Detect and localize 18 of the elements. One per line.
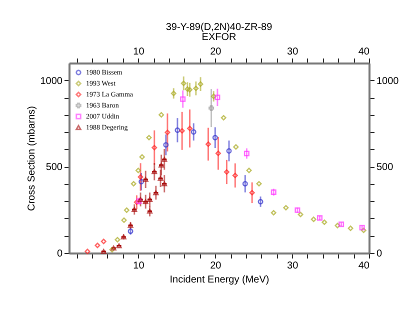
x-tick-label: 10 [133,46,145,58]
x2-tick-label: 10 [133,260,145,272]
y2-tick-label: 0 [376,248,382,260]
y2-tick-label: 1000 [376,76,400,87]
chart-title: 39-Y-89(D,2N)40-ZR-89 [166,22,273,33]
y-axis-title: Cross Section (mbarns) [26,106,38,212]
x2-tick-label: 30 [287,260,299,272]
x2-tick-label: 40 [358,260,370,272]
x-tick-label: 40 [358,46,370,58]
chart-subtitle: EXFOR [202,32,236,43]
y-tick-label: 500 [46,162,63,174]
y2-tick-label: 500 [376,162,394,174]
x-tick-label: 20 [210,46,222,58]
y-tick-label: 1000 [40,76,63,87]
y-tick-label: 0 [56,248,63,260]
x-tick-label: 30 [287,46,299,58]
x-axis-title: Incident Energy (MeV) [170,274,270,286]
x2-tick-label: 20 [210,260,222,272]
